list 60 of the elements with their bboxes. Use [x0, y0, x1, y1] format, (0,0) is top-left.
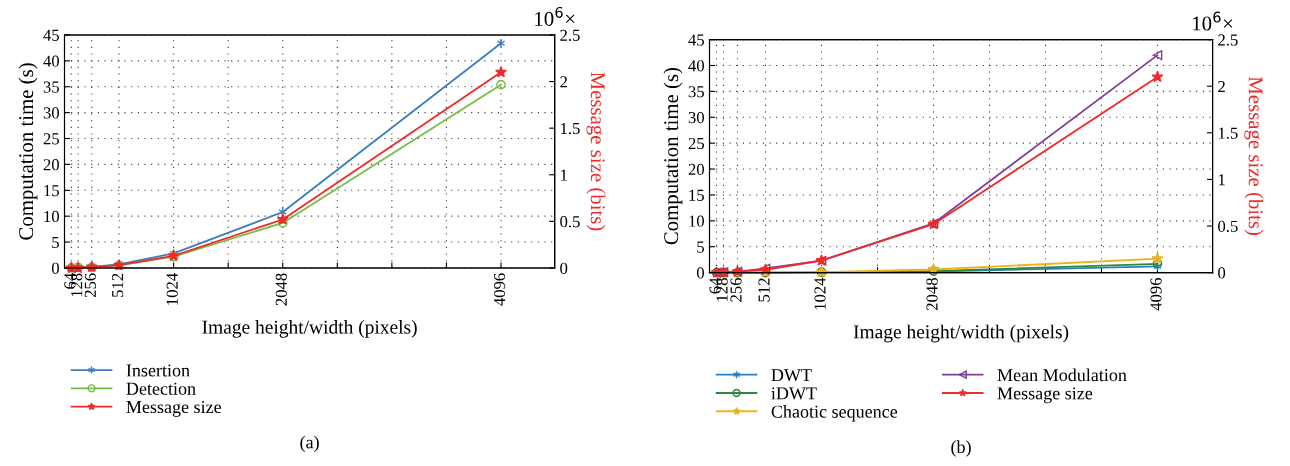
x-axis-title: Image height/width (pixels): [853, 324, 1069, 343]
x-tick-label: 2048: [926, 278, 938, 311]
text: (a): [300, 435, 319, 453]
legend-label: Message size: [126, 400, 222, 417]
legend-label: iDWT: [771, 387, 817, 400]
y-tick-label: 40: [688, 60, 704, 72]
legend-label: Mean Modulation: [997, 368, 1127, 382]
legend-label: Chaotic sequence: [771, 405, 898, 422]
x-tick-label: 256: [84, 273, 96, 298]
y-axis-title: Computation time (s): [663, 67, 683, 245]
legend-label: DWT: [771, 369, 812, 382]
y-tick-label: 30: [688, 111, 704, 124]
y-tick-label: 0: [51, 262, 59, 274]
y2-tick-label: 1.5: [1218, 127, 1238, 139]
y-axis-title: Computation time (s): [18, 63, 38, 240]
y-tick-label: 30: [43, 107, 59, 119]
legend-label: Insertion: [126, 364, 190, 377]
y-tick-label: 20: [43, 159, 59, 171]
y2-axis-title: Message size (bits): [586, 72, 606, 231]
y-tick-label: 10: [689, 215, 704, 227]
x-tick-label: 256: [730, 277, 742, 302]
x-tick-label: 512: [758, 278, 770, 302]
y-tick-label: 45: [688, 34, 704, 46]
y2-tick-label: 2.5: [560, 29, 580, 41]
y-tick-label: 0: [696, 267, 704, 279]
y-tick-label: 25: [688, 137, 704, 150]
y2-axis-title: Message size (bits): [1244, 76, 1264, 236]
y2-tick-label: 2: [1218, 80, 1225, 92]
y-tick-label: 40: [43, 55, 59, 67]
y-tick-label: 20: [688, 163, 704, 175]
x-tick-label: 4096: [1150, 277, 1162, 311]
y-tick-label: 15: [44, 185, 59, 197]
y2-tick-label: 2: [560, 76, 567, 88]
y-tick-label: 45: [43, 29, 59, 41]
y2-tick-label: 0: [1218, 267, 1226, 279]
y-tick-label: 15: [689, 189, 704, 201]
legend-label: Message size: [997, 387, 1093, 404]
x-tick-label: 2048: [275, 273, 287, 306]
x-tick-label: 4096: [493, 273, 506, 306]
x-tick-label: 1024: [166, 273, 178, 305]
x-tick-label: 512: [112, 273, 124, 297]
y-tick-label: 10: [44, 210, 59, 223]
y2-tick-label: 0: [560, 262, 568, 274]
y2-tick-label: 1.5: [561, 122, 580, 135]
text: 10$^{6}$×: [1193, 11, 1233, 31]
y-tick-label: 35: [43, 81, 59, 93]
y2-tick-label: 0.5: [1218, 220, 1238, 233]
y2-tick-label: 2.5: [1218, 34, 1238, 46]
x-tick-label: 1024: [814, 277, 826, 310]
y-tick-label: 5: [697, 241, 704, 253]
x-axis-title: Image height/width (pixels): [202, 320, 417, 338]
y2-tick-label: 1: [1218, 174, 1225, 186]
y-tick-label: 5: [52, 236, 59, 249]
text: 10$^{6}$×: [535, 6, 575, 26]
text: (b): [951, 440, 971, 457]
y-tick-label: 25: [43, 133, 59, 145]
y2-tick-label: 0.5: [560, 216, 580, 228]
y2-tick-label: 1: [561, 169, 567, 181]
legend-label: Detection: [126, 382, 196, 395]
y-tick-label: 35: [688, 86, 704, 98]
